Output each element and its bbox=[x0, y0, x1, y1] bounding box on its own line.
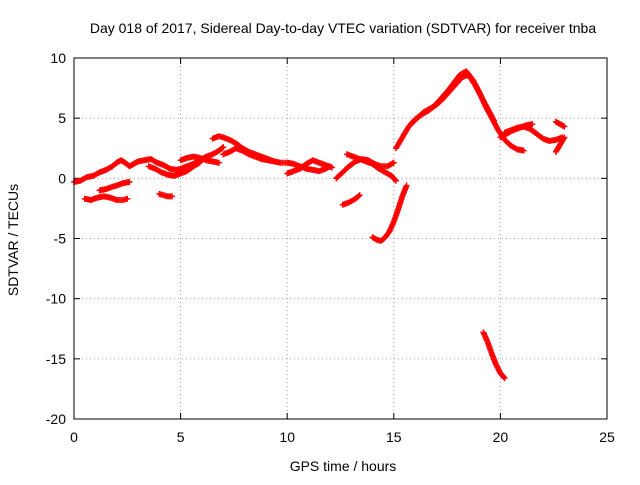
y-tick-label: -15 bbox=[46, 351, 66, 367]
series-arc-13 bbox=[369, 182, 410, 244]
series-arc-8 bbox=[220, 145, 278, 165]
series-arc-3 bbox=[96, 178, 133, 194]
data-point-plus bbox=[328, 164, 335, 171]
data-point-plus bbox=[389, 160, 396, 167]
y-tick-label: -20 bbox=[46, 411, 66, 427]
series-arc-11 bbox=[343, 151, 399, 184]
data-point-plus bbox=[500, 374, 507, 381]
axis-ticks: 0 5 10 15 20 25 -20 -15 -10 -5 0 5 10 bbox=[46, 50, 615, 445]
data-point-plus bbox=[195, 160, 202, 167]
data-point-plus bbox=[219, 144, 226, 151]
data-point-plus bbox=[169, 193, 176, 200]
grid-lines bbox=[74, 58, 607, 419]
x-tick-label: 15 bbox=[386, 429, 402, 445]
data-point-plus bbox=[392, 177, 399, 184]
series-arc-5 bbox=[145, 159, 203, 179]
chart-title: Day 018 of 2017, Sidereal Day-to-day VTE… bbox=[90, 20, 597, 36]
data-point-plus bbox=[561, 134, 568, 141]
data-point-plus bbox=[392, 176, 399, 183]
series-arc-19 bbox=[552, 118, 568, 130]
data-point-plus bbox=[491, 117, 498, 124]
series-arc-9 bbox=[284, 157, 335, 177]
y-tick-label: 0 bbox=[58, 170, 66, 186]
data-point-plus bbox=[403, 182, 410, 189]
x-tick-label: 25 bbox=[599, 429, 615, 445]
series-arc-4 bbox=[156, 190, 176, 200]
data-point-plus bbox=[520, 147, 527, 154]
data-point-plus bbox=[560, 135, 567, 142]
y-tick-label: -5 bbox=[54, 231, 67, 247]
data-point-plus bbox=[390, 159, 397, 166]
series-arc-6 bbox=[177, 153, 222, 166]
x-tick-label: 0 bbox=[70, 429, 78, 445]
x-axis-label: GPS time / hours bbox=[290, 458, 397, 474]
series-arc-2 bbox=[81, 193, 131, 203]
series-arc-16 bbox=[480, 329, 508, 382]
x-tick-label: 20 bbox=[493, 429, 509, 445]
x-tick-label: 10 bbox=[279, 429, 295, 445]
data-point-plus bbox=[215, 159, 222, 166]
data-point-plus bbox=[356, 192, 363, 199]
data-point-plus bbox=[501, 375, 508, 382]
data-point-plus bbox=[271, 158, 278, 165]
series-arc-18 bbox=[497, 121, 536, 141]
series-arc-15 bbox=[407, 71, 498, 128]
x-tick-label: 5 bbox=[177, 429, 185, 445]
y-tick-label: -10 bbox=[46, 291, 66, 307]
series-arc-20 bbox=[552, 134, 568, 155]
data-point-plus bbox=[220, 144, 227, 151]
data-point-plus bbox=[561, 123, 568, 130]
plot-frame bbox=[73, 57, 608, 420]
data-point-plus bbox=[124, 195, 131, 202]
y-axis-label: SDTVAR / TECUs bbox=[5, 184, 21, 296]
series-arc-12 bbox=[339, 192, 363, 208]
y-tick-label: 5 bbox=[58, 110, 66, 126]
y-tick-label: 10 bbox=[50, 50, 66, 66]
data-point-plus bbox=[355, 193, 362, 200]
data-point-plus bbox=[126, 178, 133, 185]
data-points bbox=[71, 68, 568, 382]
data-point-plus bbox=[529, 121, 536, 128]
series-arc-1 bbox=[71, 144, 227, 185]
